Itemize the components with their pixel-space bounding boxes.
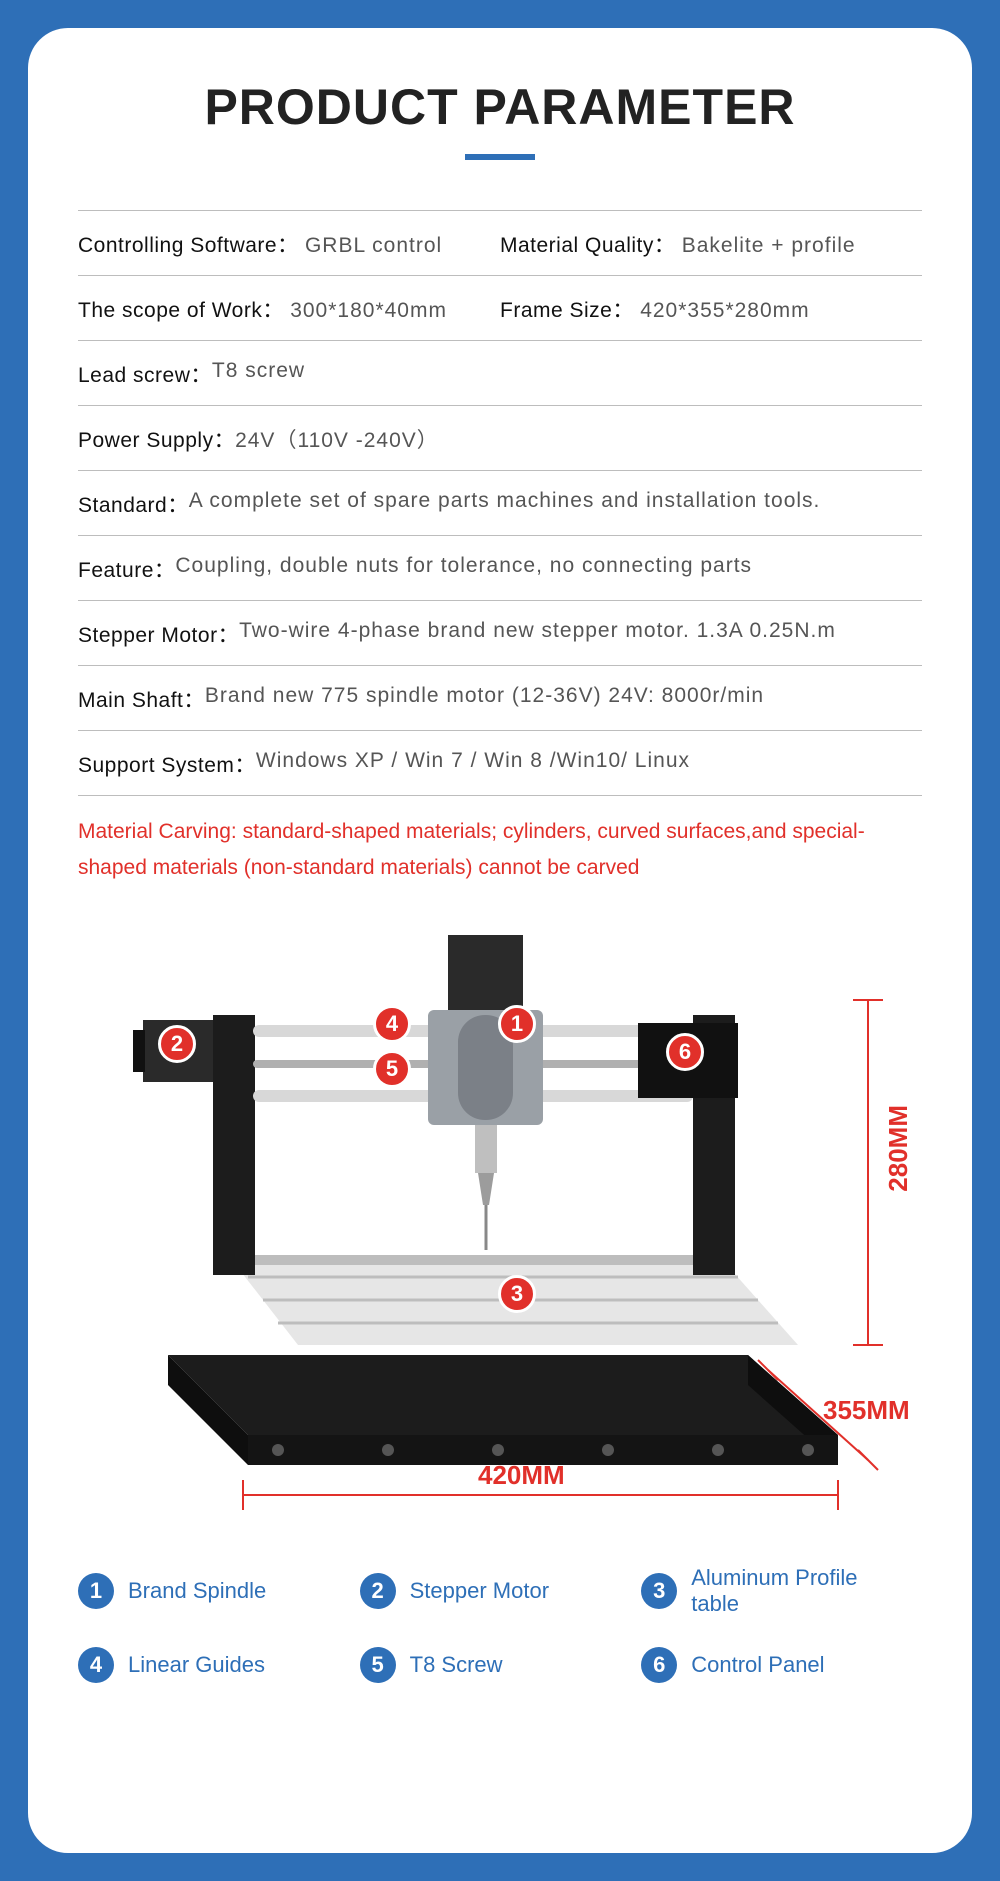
spec-value: Two-wire 4-phase brand new stepper motor… [239, 619, 836, 649]
legend-label: Linear Guides [128, 1652, 265, 1678]
spec-value: Coupling, double nuts for tolerance, no … [175, 554, 752, 584]
legend-badge: 6 [641, 1647, 677, 1683]
page-title: PRODUCT PARAMETER [78, 78, 922, 136]
machine-illustration [78, 905, 938, 1525]
spec-value: Bakelite + profile [682, 234, 856, 257]
legend-badge: 2 [360, 1573, 396, 1609]
legend-item: 4 Linear Guides [78, 1647, 340, 1683]
spec-row: Power Supply： 24V（110V -240V） [78, 406, 922, 471]
spec-label: Stepper Motor： [78, 619, 239, 649]
legend-label: Brand Spindle [128, 1578, 266, 1604]
dimension-height: 280MM [883, 1105, 914, 1192]
spec-cell: Frame Size： 420*355*280mm [500, 294, 922, 324]
legend-item: 5 T8 Screw [360, 1647, 622, 1683]
spec-cell: Controlling Software： GRBL control [78, 229, 500, 259]
spec-row: Support System： Windows XP / Win 7 / Win… [78, 731, 922, 796]
product-card: PRODUCT PARAMETER Controlling Software： … [28, 28, 972, 1853]
dimension-width: 420MM [478, 1460, 565, 1491]
spec-row: Standard： A complete set of spare parts … [78, 471, 922, 536]
legend-label: T8 Screw [410, 1652, 503, 1678]
spec-label: Support System： [78, 749, 256, 779]
spec-value: Brand new 775 spindle motor (12-36V) 24V… [205, 684, 764, 714]
spec-row: Main Shaft： Brand new 775 spindle motor … [78, 666, 922, 731]
material-carving-note: Material Carving: standard-shaped materi… [78, 796, 922, 895]
spec-row: Stepper Motor： Two-wire 4-phase brand ne… [78, 601, 922, 666]
spec-value: 300*180*40mm [290, 299, 447, 322]
legend-badge: 1 [78, 1573, 114, 1609]
spec-cell: The scope of Work： 300*180*40mm [78, 294, 500, 324]
spec-label: Power Supply： [78, 424, 235, 454]
legend-badge: 4 [78, 1647, 114, 1683]
spec-value: GRBL control [305, 234, 442, 257]
spec-value: A complete set of spare parts machines a… [189, 489, 821, 519]
legend-item: 1 Brand Spindle [78, 1565, 340, 1617]
dimension-depth: 355MM [823, 1395, 910, 1426]
legend: 1 Brand Spindle 2 Stepper Motor 3 Alumin… [78, 1565, 922, 1683]
spec-table: Controlling Software： GRBL control Mater… [78, 210, 922, 796]
spec-label: The scope of Work： [78, 299, 284, 322]
spec-label: Lead screw： [78, 359, 212, 389]
spec-row: Feature： Coupling, double nuts for toler… [78, 536, 922, 601]
spec-value: 24V（110V -240V） [235, 424, 439, 454]
legend-badge: 3 [641, 1573, 677, 1609]
note-label: Material Carving: [78, 820, 243, 843]
spec-row: Controlling Software： GRBL control Mater… [78, 210, 922, 276]
legend-badge: 5 [360, 1647, 396, 1683]
legend-label: Stepper Motor [410, 1578, 549, 1604]
spec-label: Controlling Software： [78, 234, 299, 257]
spec-row: The scope of Work： 300*180*40mm Frame Si… [78, 276, 922, 341]
spec-row: Lead screw： T8 screw [78, 341, 922, 406]
legend-label: Control Panel [691, 1652, 824, 1678]
spec-label: Feature： [78, 554, 175, 584]
title-underline [465, 154, 535, 160]
spec-label: Main Shaft： [78, 684, 205, 714]
spec-label: Standard： [78, 489, 189, 519]
spec-label: Material Quality： [500, 234, 675, 257]
legend-item: 2 Stepper Motor [360, 1565, 622, 1617]
legend-label: Aluminum Profile table [691, 1565, 903, 1617]
spec-label: Frame Size： [500, 299, 634, 322]
machine-diagram: 1 2 3 4 5 6 280MM 355MM 420MM [78, 905, 922, 1525]
spec-value: 420*355*280mm [640, 299, 809, 322]
spec-value: Windows XP / Win 7 / Win 8 /Win10/ Linux [256, 749, 690, 779]
legend-item: 6 Control Panel [641, 1647, 903, 1683]
legend-item: 3 Aluminum Profile table [641, 1565, 903, 1617]
spec-value: T8 screw [212, 359, 305, 389]
spec-cell: Material Quality： Bakelite + profile [500, 229, 922, 259]
